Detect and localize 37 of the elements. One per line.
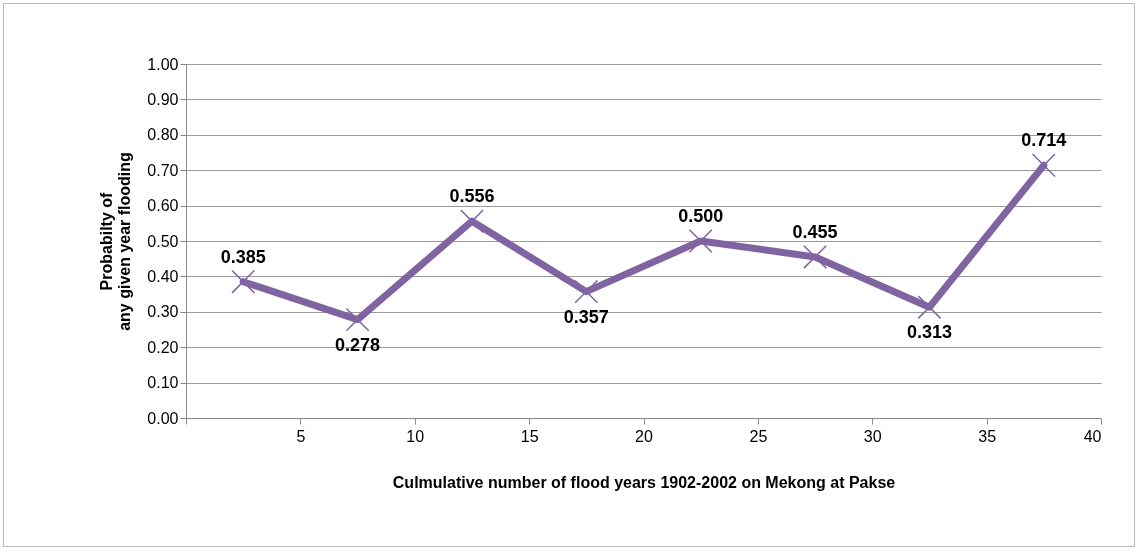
x-tick-label: 35 — [978, 427, 997, 445]
y-tick-label: 0.50 — [147, 232, 179, 250]
point — [803, 245, 827, 269]
y-tick-label: 0.10 — [147, 374, 179, 392]
x-tick-label: 40 — [1083, 427, 1102, 445]
text: 0.714 — [1021, 130, 1067, 151]
y-tick-label: 1.00 — [147, 55, 179, 73]
y-tick-label: 0.90 — [147, 90, 179, 108]
text: 0.556 — [449, 186, 495, 207]
point — [1031, 153, 1056, 178]
x-tick-label: 25 — [749, 427, 768, 445]
text: 0.278 — [335, 334, 381, 355]
y-axis-title: Probabilty of any given year flooding — [98, 152, 134, 331]
x-tick-label: 5 — [296, 427, 306, 445]
point — [460, 209, 484, 234]
point — [688, 229, 713, 253]
x-tick-label: 30 — [863, 427, 882, 445]
text: 0.357 — [563, 306, 609, 327]
point — [345, 307, 370, 332]
y-tick-label: 0.70 — [147, 161, 179, 179]
point — [917, 295, 942, 320]
x-tick-label: 15 — [520, 427, 539, 445]
text: 0.455 — [792, 221, 838, 242]
point — [231, 269, 256, 294]
y-tick-label: 0.30 — [147, 303, 179, 321]
x-tick-label: 10 — [406, 427, 425, 445]
point — [574, 279, 599, 304]
text: 0.385 — [220, 246, 266, 267]
x-tick-label: 20 — [635, 427, 653, 445]
text: 0.313 — [906, 322, 952, 343]
y-tick-label: 0.60 — [147, 197, 179, 215]
x-axis-title: Culmulative number of flood years 1902-2002 on Mekong at Pakse — [392, 473, 896, 491]
y-tick-label: 0.40 — [147, 267, 179, 285]
text: 0.500 — [678, 206, 724, 226]
y-tick-label: 0.80 — [147, 126, 179, 144]
y-tick-label: 0.00 — [147, 409, 179, 427]
y-tick-label: 0.20 — [147, 338, 179, 356]
